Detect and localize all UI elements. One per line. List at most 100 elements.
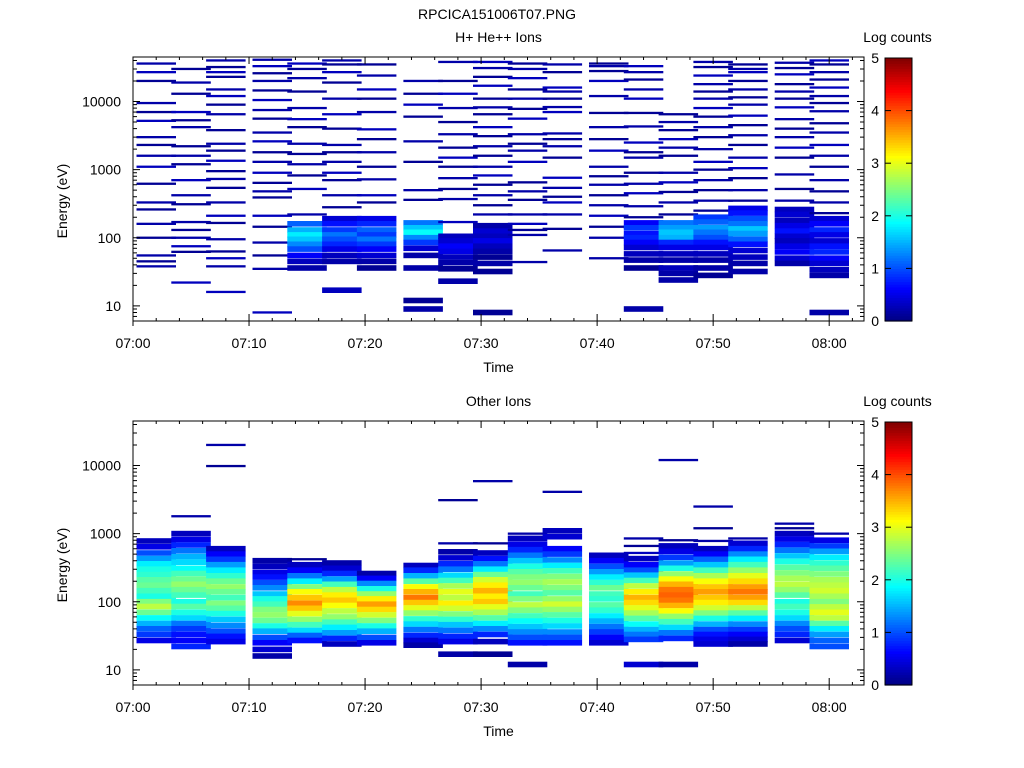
data-cell	[728, 230, 768, 237]
data-cell	[507, 613, 548, 619]
data-cell	[206, 250, 246, 253]
y-tick-label: 100	[98, 594, 122, 610]
data-cell	[252, 160, 292, 163]
data-cell	[473, 651, 513, 657]
data-cell	[809, 631, 849, 638]
data-cell	[774, 66, 815, 70]
colorbar-segment	[885, 134, 912, 138]
data-cell	[623, 626, 664, 633]
data-cell	[589, 257, 629, 260]
data-cell	[589, 602, 629, 608]
colorbar-segment	[885, 582, 912, 586]
data-cell	[438, 611, 478, 617]
data-cell	[438, 220, 478, 224]
colorbar-segment	[885, 223, 912, 227]
data-cell	[136, 222, 176, 225]
colorbar-segment	[885, 527, 912, 531]
data-cell	[403, 637, 443, 644]
colorbar-label: Log counts	[863, 29, 932, 45]
colorbar-tick-label: 2	[871, 572, 879, 588]
colorbar-segment	[885, 493, 912, 497]
data-cell	[658, 213, 699, 216]
colorbar-segment	[885, 313, 912, 317]
colorbar-segment	[885, 310, 912, 314]
data-cell	[473, 106, 513, 109]
data-cell	[728, 177, 768, 180]
data-cell	[287, 610, 327, 617]
data-cell	[542, 86, 583, 89]
data-cell	[728, 584, 768, 590]
data-cell	[322, 227, 362, 233]
data-cell	[728, 605, 768, 611]
data-cell	[623, 306, 664, 312]
colorbar-segment	[885, 244, 912, 248]
data-cell	[287, 241, 327, 248]
data-cell	[171, 581, 211, 588]
data-cell	[507, 149, 548, 152]
colorbar-segment	[885, 150, 912, 154]
data-cell	[542, 545, 583, 552]
colorbar-segment	[885, 205, 912, 209]
colorbar-segment	[885, 121, 912, 125]
data-cell	[136, 637, 176, 644]
data-cell	[774, 553, 815, 559]
colorbar-segment	[885, 58, 912, 62]
data-cell	[473, 60, 513, 64]
colorbar: 0 1 2 3 4 5 Log counts	[863, 29, 932, 329]
data-cell	[728, 79, 768, 83]
colorbar-segment	[885, 210, 912, 214]
data-cell	[438, 278, 478, 284]
data-cell	[403, 621, 443, 627]
data-cell	[589, 79, 629, 83]
colorbar-segment	[885, 281, 912, 285]
data-cell	[206, 628, 246, 634]
data-cell	[171, 245, 211, 248]
data-cell	[403, 234, 443, 241]
data-cell	[658, 618, 699, 625]
data-cell	[623, 97, 664, 100]
data-cell	[136, 79, 176, 83]
colorbar-segment	[885, 202, 912, 206]
data-cell	[356, 606, 397, 613]
colorbar-segment	[885, 577, 912, 581]
data-cell	[136, 101, 176, 105]
colorbar-segment	[885, 260, 912, 264]
data-cell	[774, 536, 815, 542]
data-cell	[658, 201, 699, 204]
data-cell	[206, 556, 246, 563]
data-cell	[809, 260, 849, 267]
data-cell	[658, 597, 699, 604]
data-cell	[287, 600, 327, 607]
data-cell	[252, 640, 292, 646]
colorbar-segment	[885, 598, 912, 602]
data-cell	[728, 124, 768, 127]
data-cell	[589, 94, 629, 98]
data-cell	[507, 233, 548, 237]
data-cell	[809, 154, 849, 157]
colorbar-segment	[885, 571, 912, 576]
data-cell	[507, 607, 548, 613]
colorbar-segment	[885, 495, 912, 499]
data-cell	[542, 176, 583, 179]
data-cell	[206, 186, 246, 189]
data-cell	[473, 183, 513, 186]
colorbar-segment	[885, 679, 912, 683]
data-cell	[438, 248, 478, 255]
colorbar-segment	[885, 276, 912, 280]
data-cell	[542, 249, 583, 252]
colorbar-segment	[885, 464, 912, 468]
data-cell	[438, 266, 478, 272]
data-cell	[658, 229, 699, 236]
data-cell	[728, 247, 768, 254]
data-cell	[136, 143, 176, 147]
data-cell	[774, 243, 815, 249]
data-cell	[287, 258, 327, 265]
data-cell	[693, 214, 733, 220]
data-cell	[623, 551, 664, 555]
data-cell	[356, 596, 397, 602]
colorbar-segment	[885, 456, 912, 460]
data-cell	[693, 97, 733, 100]
data-cell	[322, 576, 362, 582]
data-cell	[252, 181, 292, 184]
colorbar-segment	[885, 677, 912, 681]
